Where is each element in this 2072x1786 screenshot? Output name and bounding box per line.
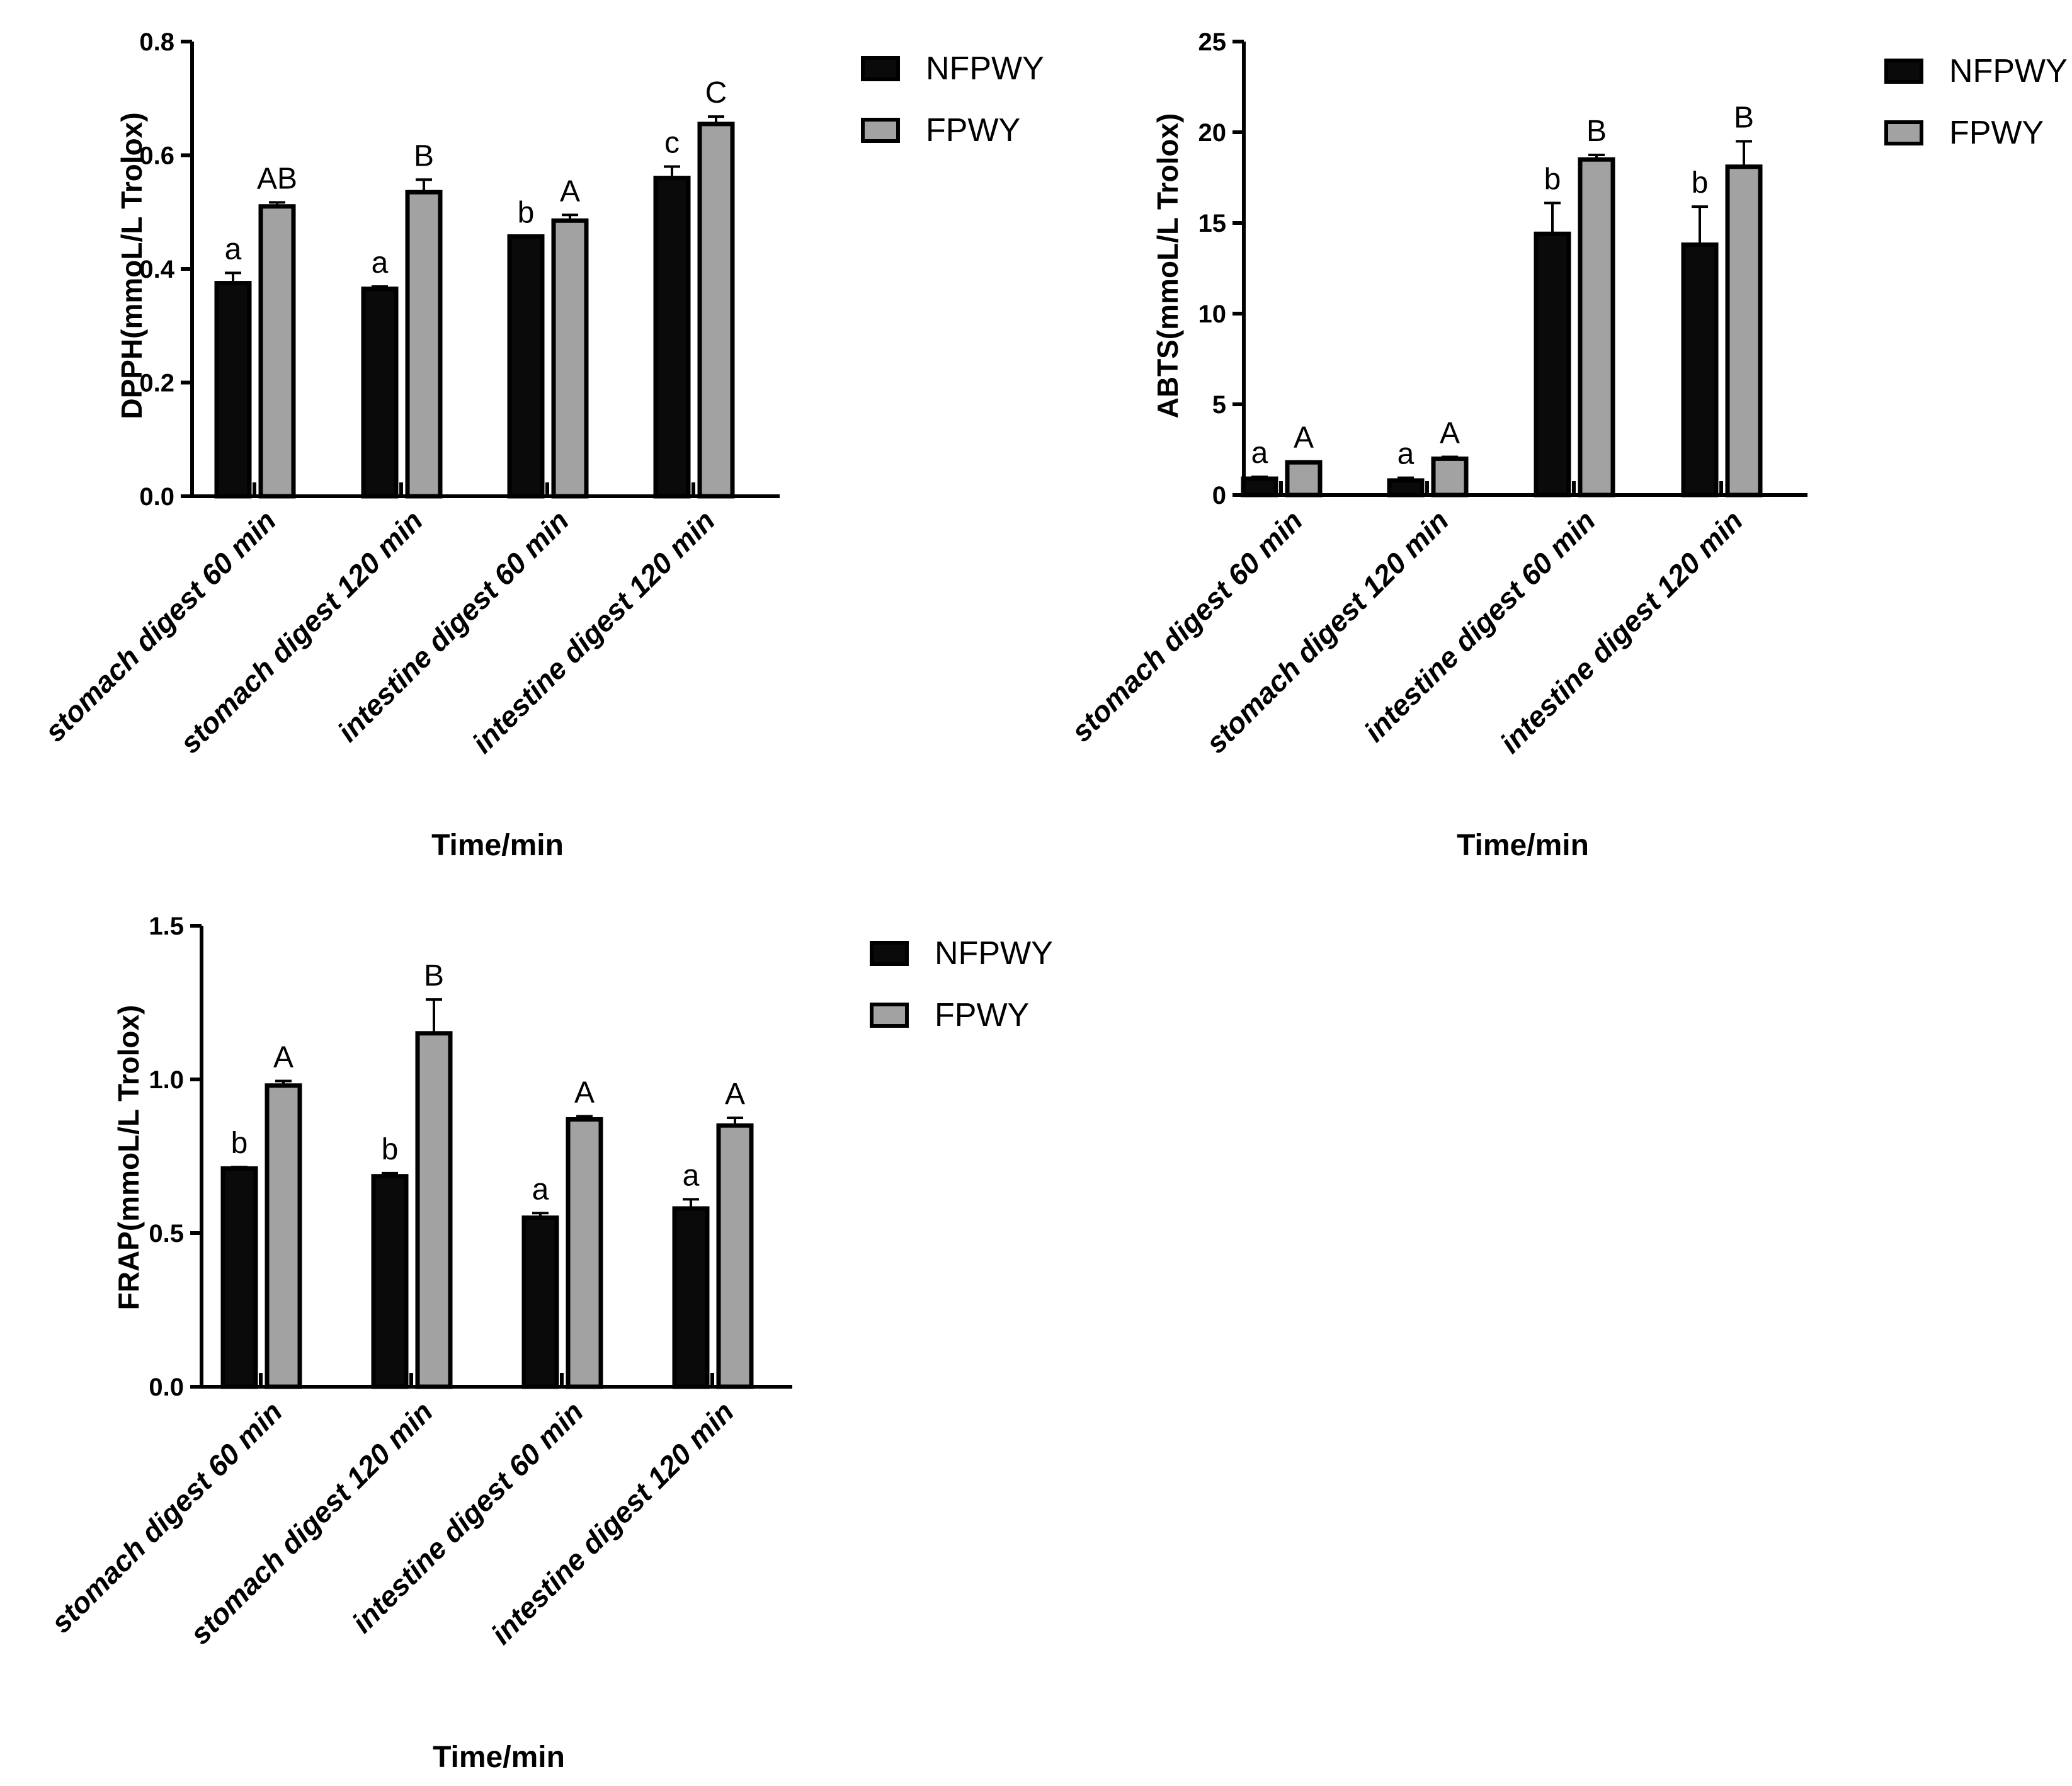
significance-letter: a	[1251, 436, 1268, 470]
y-tick-label: 0.0	[139, 483, 174, 511]
bar-nfpwy-3	[672, 1206, 710, 1389]
bar-nfpwy-2	[507, 234, 545, 499]
significance-letter: A	[574, 1076, 595, 1110]
significance-letter: a	[225, 232, 242, 266]
bar-nfpwy-0	[1241, 476, 1278, 498]
significance-letter: B	[1586, 115, 1607, 148]
significance-letter: b	[231, 1127, 248, 1160]
legend-label-nfpwy: NFPWY	[935, 935, 1053, 972]
significance-letter: a	[372, 246, 389, 280]
bar-nfpwy-2	[521, 1215, 559, 1389]
x-category-label: stomach digest 120 min	[174, 504, 430, 759]
x-category-label: intestine digest 60 min	[331, 504, 575, 748]
bar-nfpwy-1	[371, 1174, 409, 1389]
bar-fpwy-0	[1285, 460, 1323, 498]
significance-letter: c	[664, 127, 680, 160]
y-tick-label: 1.0	[149, 1066, 184, 1094]
y-tick-label: 0.5	[149, 1220, 184, 1248]
legend-swatch-nfpwy	[861, 56, 900, 81]
x-category-label: intestine digest 120 min	[1494, 504, 1750, 759]
bar-nfpwy-0	[214, 281, 252, 499]
bar-nfpwy-3	[653, 176, 691, 499]
legend: NFPWY FPWY	[861, 50, 1044, 149]
bar-fpwy-1	[405, 190, 443, 499]
significance-letter: B	[424, 959, 444, 993]
significance-letter: A	[725, 1078, 745, 1111]
significance-letter: b	[382, 1133, 399, 1166]
bar-fpwy-3	[697, 122, 735, 499]
x-category-label: intestine digest 120 min	[466, 504, 722, 759]
bar-fpwy-2	[1578, 157, 1615, 498]
significance-letter: b	[1692, 166, 1709, 200]
significance-letter: a	[1397, 438, 1415, 471]
x-category-label: intestine digest 120 min	[485, 1395, 741, 1651]
y-tick-label: 15	[1198, 210, 1227, 237]
legend: NFPWY FPWY	[1884, 53, 2068, 151]
bar-nfpwy-1	[361, 287, 399, 499]
x-category-label: stomach digest 120 min	[1200, 504, 1455, 759]
y-tick-label: 5	[1212, 391, 1226, 419]
bar-fpwy-0	[265, 1083, 302, 1389]
x-category-label: stomach digest 60 min	[1065, 504, 1309, 748]
y-tick-label: 0.4	[139, 256, 174, 283]
y-axis-title: ABTS(mmoL/L Trolox)	[1151, 113, 1184, 419]
legend-swatch-nfpwy	[870, 941, 909, 966]
legend: NFPWY FPWY	[870, 935, 1053, 1033]
bar-nfpwy-0	[220, 1166, 258, 1389]
y-tick-label: 25	[1198, 28, 1227, 56]
bar-fpwy-0	[258, 204, 296, 499]
significance-letter: A	[560, 174, 580, 208]
legend-label-nfpwy: NFPWY	[1949, 53, 2068, 89]
bar-fpwy-3	[1725, 164, 1763, 498]
x-category-label: intestine digest 60 min	[1358, 504, 1602, 748]
significance-letter: A	[1294, 421, 1314, 455]
legend-swatch-fpwy	[870, 1003, 909, 1028]
bar-fpwy-1	[1431, 456, 1469, 498]
significance-letter: B	[414, 139, 434, 173]
chart-dpph: a a b c AB B A C 0.0 0.2 0.4 0.6 0.8 stomach digest 6…	[38, 28, 1044, 862]
x-axis-title: Time/min	[433, 1741, 565, 1774]
chart-abts: a a b b A A B B 0 5 10 15 20 25 stomach digest 60 mins…	[1065, 28, 2068, 862]
legend-label-fpwy: FPWY	[926, 112, 1020, 149]
significance-letter: b	[518, 196, 535, 230]
y-tick-label: 20	[1198, 119, 1227, 147]
bar-fpwy-3	[716, 1123, 754, 1389]
x-category-label: stomach digest 60 min	[38, 504, 282, 748]
significance-letter: a	[683, 1159, 700, 1192]
legend-label-fpwy: FPWY	[1949, 115, 2044, 151]
y-tick-label: 0.8	[139, 28, 174, 56]
bar-fpwy-1	[415, 1031, 453, 1389]
legend-label-nfpwy: NFPWY	[926, 50, 1044, 87]
bar-nfpwy-3	[1681, 242, 1719, 498]
x-category-label: stomach digest 120 min	[184, 1395, 440, 1651]
legend-swatch-fpwy	[1884, 120, 1923, 145]
significance-letter: B	[1734, 101, 1754, 134]
y-tick-label: 0.2	[139, 370, 174, 397]
y-tick-label: 0.0	[149, 1374, 184, 1401]
y-axis-title: DPPH(mmoL/L Trolox)	[115, 112, 148, 419]
y-tick-label: 0	[1212, 482, 1226, 509]
y-tick-label: 10	[1198, 300, 1227, 328]
significance-letter: b	[1544, 162, 1561, 196]
bar-fpwy-2	[566, 1117, 603, 1389]
legend-label-fpwy: FPWY	[935, 997, 1029, 1033]
significance-letter: A	[273, 1040, 293, 1074]
significance-letter: C	[705, 76, 727, 110]
legend-swatch-nfpwy	[1884, 59, 1923, 84]
bar-fpwy-2	[551, 218, 589, 499]
y-tick-label: 1.5	[149, 913, 184, 940]
y-axis-title: FRAP(mmoL/L Trolox)	[112, 1005, 145, 1311]
x-axis-title: Time/min	[431, 829, 564, 862]
bar-nfpwy-1	[1387, 478, 1425, 498]
significance-letter: a	[532, 1173, 549, 1206]
x-axis-title: Time/min	[1457, 829, 1589, 862]
bar-nfpwy-2	[1534, 231, 1571, 498]
y-tick-label: 0.6	[139, 142, 174, 170]
significance-letter: A	[1440, 417, 1460, 450]
legend-swatch-fpwy	[861, 118, 900, 143]
significance-letter: AB	[257, 162, 297, 195]
